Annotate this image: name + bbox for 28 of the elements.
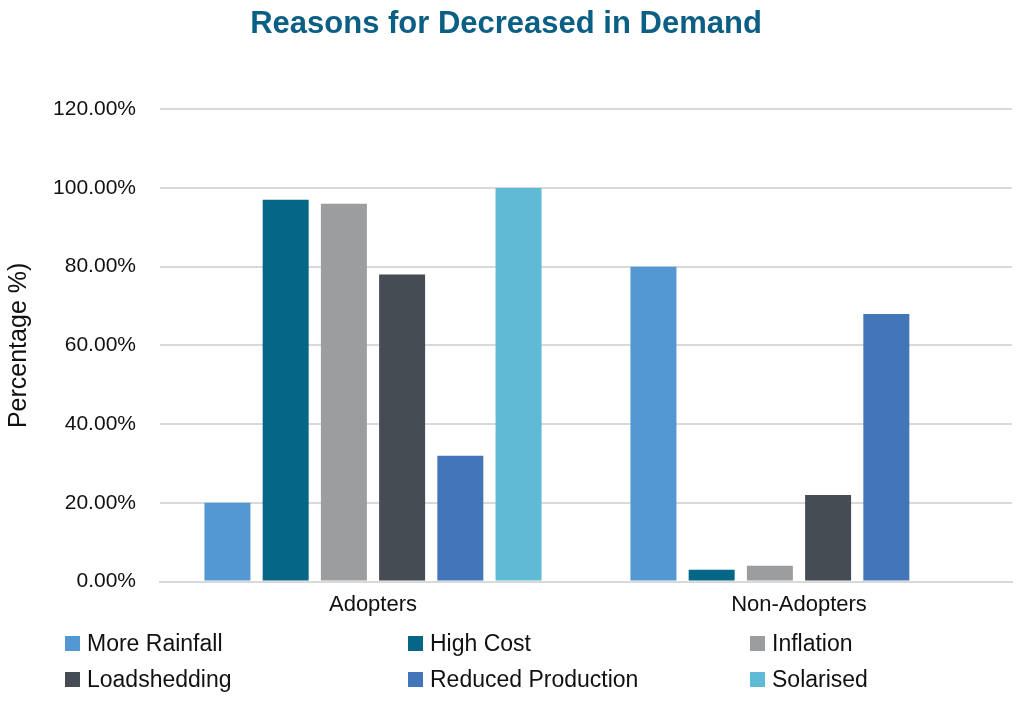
y-tick-label: 60.00%: [64, 332, 136, 356]
bar: [863, 313, 910, 581]
y-tick-label: 120.00%: [53, 96, 136, 119]
legend-label: More Rainfall: [87, 629, 223, 658]
x-tick-label: Adopters: [328, 590, 418, 616]
x-tick-label: Non-Adopters: [731, 590, 867, 616]
bar: [379, 274, 426, 581]
bar: [805, 494, 852, 581]
bar: [630, 266, 677, 581]
chart-title: Reasons for Decreased in Demand: [250, 5, 762, 41]
bar: [495, 187, 542, 581]
bar: [262, 199, 309, 581]
legend-label: High Cost: [430, 629, 531, 658]
y-tick-label: 40.00%: [64, 410, 136, 434]
y-tick-label: 20.00%: [64, 489, 136, 513]
bar: [320, 203, 367, 581]
y-tick-label: 0.00%: [76, 568, 136, 592]
y-tick-label: 100.00%: [53, 174, 136, 198]
bar: [204, 502, 251, 581]
bar: [688, 569, 735, 581]
y-axis-title: Percentage %): [2, 262, 31, 429]
legend-label: Reduced Production: [430, 665, 639, 694]
legend-label: Loadshedding: [87, 665, 232, 694]
legend-label: Inflation: [772, 629, 853, 658]
bar: [746, 565, 793, 581]
bar: [437, 455, 484, 581]
y-tick-label: 80.00%: [64, 253, 136, 277]
legend-label: Solarised: [772, 665, 868, 694]
